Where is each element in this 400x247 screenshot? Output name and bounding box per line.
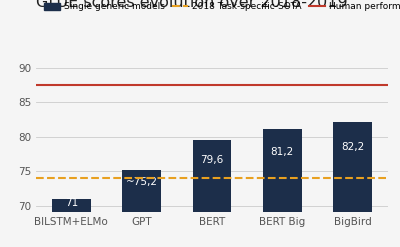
Text: 79,6: 79,6 [200,155,224,165]
Text: GLUE scores evolution over 2018-2019: GLUE scores evolution over 2018-2019 [36,0,348,10]
Legend: Single generic models, 2018 Task-specific-SOTA, Human performance: Single generic models, 2018 Task-specifi… [40,0,400,15]
Bar [193,140,231,212]
Bar [122,170,161,212]
Bar [333,122,372,212]
Text: 82,2: 82,2 [341,142,364,152]
Bar [263,129,302,212]
Text: ~75,2: ~75,2 [126,177,158,187]
Bar [52,199,91,212]
Text: 81,2: 81,2 [271,147,294,157]
Text: 71: 71 [65,198,78,207]
